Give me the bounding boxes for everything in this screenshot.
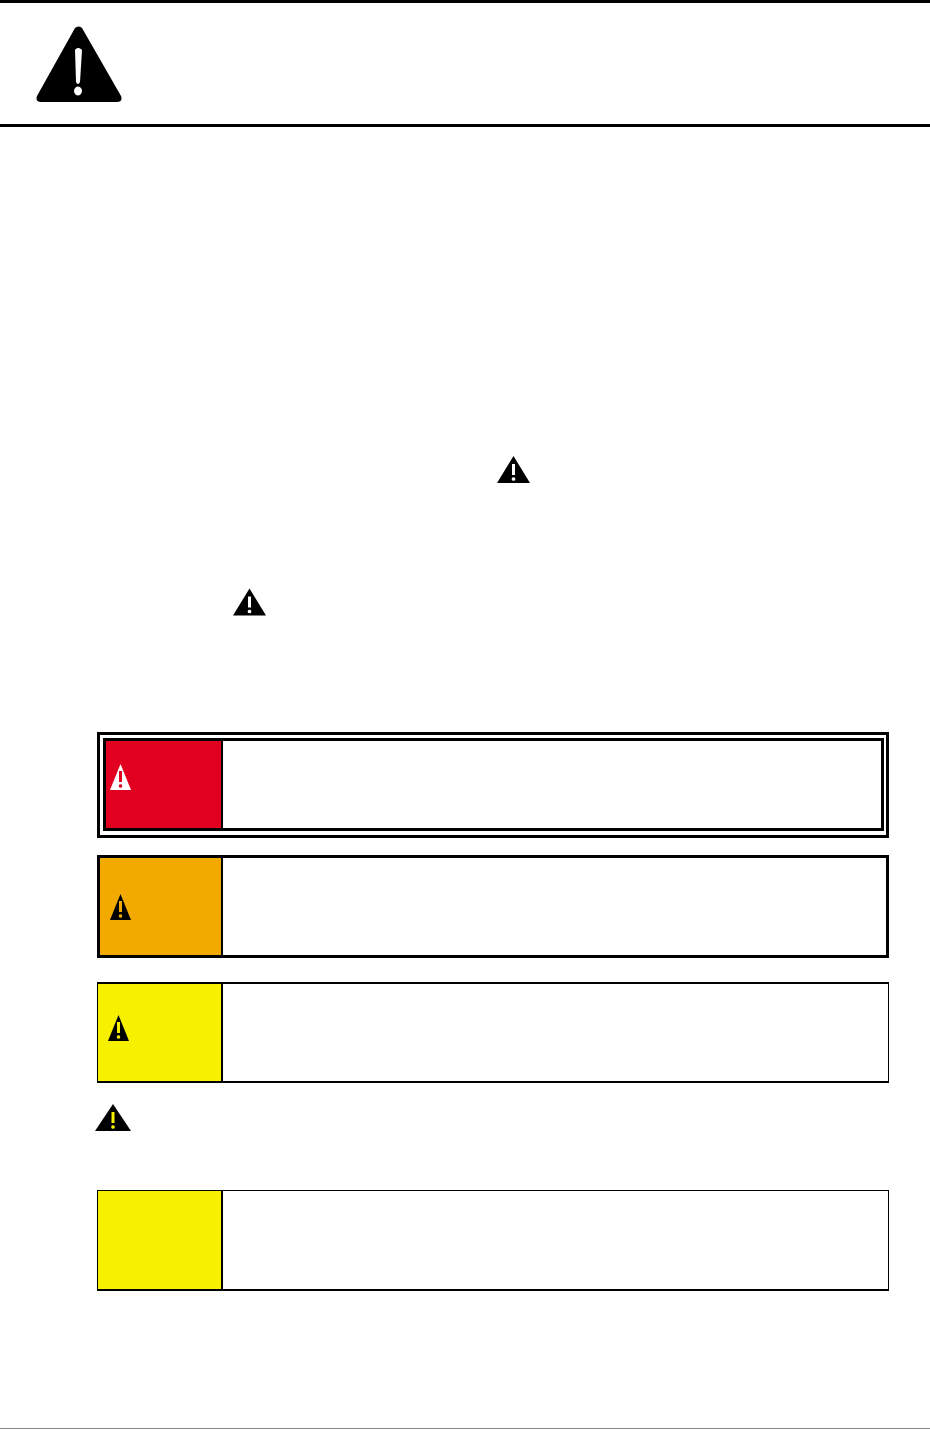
header-top-rule	[0, 0, 930, 3]
notice-panel	[98, 1191, 223, 1289]
danger-box	[97, 732, 889, 838]
caution-inline-triangle-icon	[95, 1104, 131, 1131]
warning-box	[97, 855, 889, 958]
warning-triangle-icon	[36, 26, 122, 102]
caution-panel	[98, 984, 223, 1081]
caution-triangle-icon	[108, 1015, 129, 1041]
caution-box	[97, 982, 889, 1083]
notice-box	[97, 1190, 889, 1291]
footer-rule	[0, 1428, 930, 1429]
danger-box-inner	[103, 738, 884, 831]
header-bottom-rule	[0, 124, 930, 127]
warning-triangle-icon	[110, 894, 131, 920]
warning-panel	[100, 858, 223, 955]
danger-warning-icon	[110, 764, 131, 790]
inline-warning-triangle-icon	[497, 456, 530, 483]
danger-panel	[106, 741, 223, 828]
inline-warning-triangle-icon	[233, 588, 266, 616]
